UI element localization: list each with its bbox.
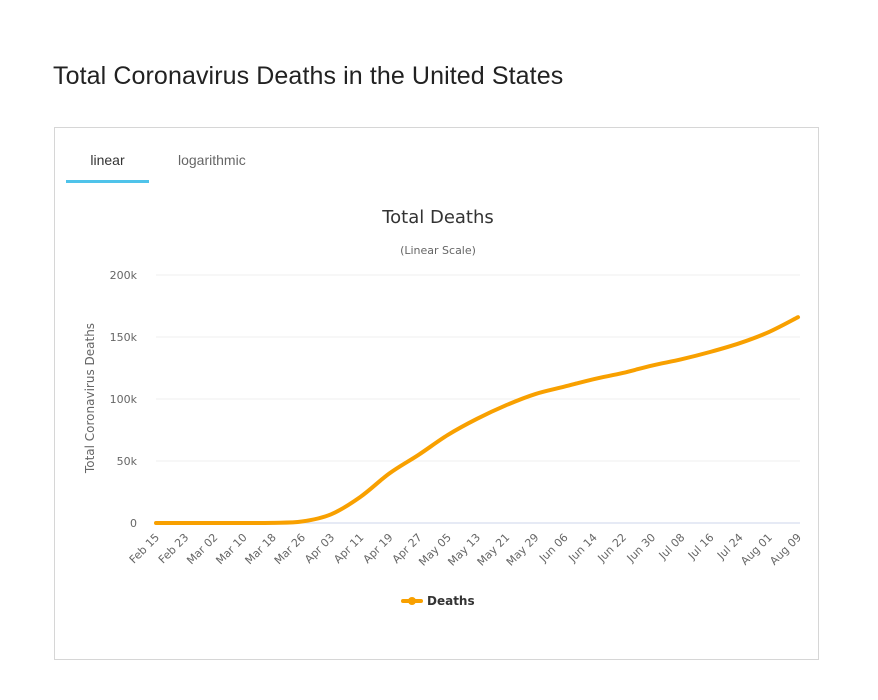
y-axis-ticks: 0 50k 100k 150k 200k xyxy=(110,269,138,530)
x-tick-label: Apr 03 xyxy=(302,531,337,566)
x-tick-label: Apr 11 xyxy=(331,531,366,566)
x-tick-label: Mar 10 xyxy=(213,531,249,567)
y-tick-label: 100k xyxy=(110,393,138,406)
x-tick-label: Aug 01 xyxy=(738,531,775,568)
series-line-deaths xyxy=(154,315,800,525)
y-tick-label: 200k xyxy=(110,269,138,282)
chart-panel: linear logarithmic Total Deaths (Linear … xyxy=(54,127,819,660)
scale-tabs: linear logarithmic xyxy=(66,148,246,184)
x-tick-label: Jun 22 xyxy=(595,531,629,565)
series-group xyxy=(154,315,800,525)
legend-label: Deaths xyxy=(427,594,475,608)
tab-linear-label: linear xyxy=(90,152,125,168)
y-tick-label: 50k xyxy=(117,455,138,468)
y-tick-label: 0 xyxy=(130,517,137,530)
chart-title: Total Deaths xyxy=(381,207,494,228)
grid-lines xyxy=(156,274,800,524)
legend[interactable]: Deaths xyxy=(401,594,475,608)
x-tick-label: Jun 06 xyxy=(536,531,570,565)
line-chart: Total Deaths (Linear Scale) Total Corona… xyxy=(83,207,804,608)
x-tick-label: Mar 18 xyxy=(243,531,279,567)
x-tick-label: Feb 15 xyxy=(127,531,162,566)
x-tick-label: Jun 30 xyxy=(624,531,658,565)
y-axis-label: Total Coronavirus Deaths xyxy=(83,323,97,474)
x-tick-label: May 29 xyxy=(504,531,542,569)
tab-linear[interactable]: linear xyxy=(66,148,149,184)
chart-subtitle: (Linear Scale) xyxy=(400,244,476,257)
tab-logarithmic-label: logarithmic xyxy=(178,152,246,168)
x-tick-label: Jul 16 xyxy=(685,531,717,563)
x-tick-label: Jul 08 xyxy=(656,531,688,563)
x-tick-label: Jun 14 xyxy=(565,531,599,565)
y-tick-label: 150k xyxy=(110,331,138,344)
active-tab-indicator xyxy=(66,180,149,183)
x-tick-label: Mar 02 xyxy=(184,531,220,567)
page-title: Total Coronavirus Deaths in the United S… xyxy=(53,62,564,90)
legend-marker xyxy=(408,597,416,605)
x-tick-label: Mar 26 xyxy=(272,531,308,567)
x-tick-label: Aug 09 xyxy=(767,531,804,568)
tab-logarithmic[interactable]: logarithmic xyxy=(178,148,246,184)
x-tick-label: Apr 19 xyxy=(361,531,396,566)
